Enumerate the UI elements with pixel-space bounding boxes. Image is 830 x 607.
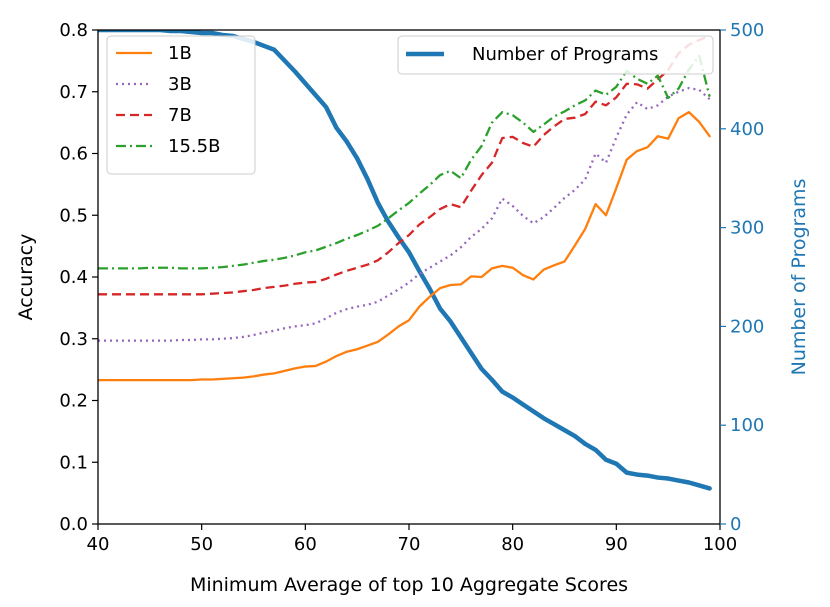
y2-tick-label: 0 [730, 514, 741, 535]
y-axis-right: 0 100 200 300 400 500 [720, 20, 764, 535]
y2-tick-label: 100 [730, 415, 764, 436]
y-tick-label: 0.4 [59, 267, 88, 288]
series-line-number-of-programs [98, 30, 712, 491]
y-tick-label: 0.5 [59, 205, 88, 226]
legend-label: 7B [168, 105, 192, 126]
y-axis-label: Accuracy [15, 234, 37, 321]
legend-right-box [397, 35, 714, 75]
legend-label: 15.5B [168, 136, 220, 157]
y2-tick-label: 300 [730, 218, 764, 239]
x-tick-label: 40 [87, 534, 110, 555]
x-tick-label: 70 [398, 534, 421, 555]
y-tick-label: 0.3 [59, 329, 88, 350]
legend-label: 3B [168, 74, 192, 95]
y-tick-label: 0.8 [59, 20, 88, 41]
y-tick-label: 0.6 [59, 144, 88, 165]
y-axis-left: 0.0 0.1 0.2 0.3 0.4 0.5 0.6 0.7 0.8 [59, 20, 98, 535]
legend-left-box [106, 35, 256, 175]
x-tick-label: 90 [605, 534, 628, 555]
x-axis: 40 50 60 70 80 90 100 [87, 524, 737, 555]
legend-label: 1B [168, 43, 192, 64]
y2-axis-label: Number of Programs [788, 179, 810, 376]
x-tick-label: 60 [294, 534, 317, 555]
series-layer [98, 30, 712, 491]
legend-right: Number of Programs [397, 35, 714, 75]
x-tick-label: 100 [703, 534, 737, 555]
y2-tick-label: 200 [730, 316, 764, 337]
legend-left: 1B 3B 7B 15.5B [106, 35, 256, 175]
x-tick-label: 50 [190, 534, 213, 555]
y2-tick-label: 500 [730, 20, 764, 41]
y-tick-label: 0.7 [59, 82, 88, 103]
y2-tick-label: 400 [730, 119, 764, 140]
x-tick-label: 80 [501, 534, 524, 555]
legend-label: Number of Programs [472, 44, 658, 65]
y-tick-label: 0.1 [59, 452, 88, 473]
y-tick-label: 0.2 [59, 391, 88, 412]
x-axis-label: Minimum Average of top 10 Aggregate Scor… [190, 574, 628, 596]
series-line-1b [98, 110, 711, 382]
series-line-7b [98, 35, 711, 296]
series-line-15-5b [98, 54, 711, 270]
y-tick-label: 0.0 [59, 514, 88, 535]
